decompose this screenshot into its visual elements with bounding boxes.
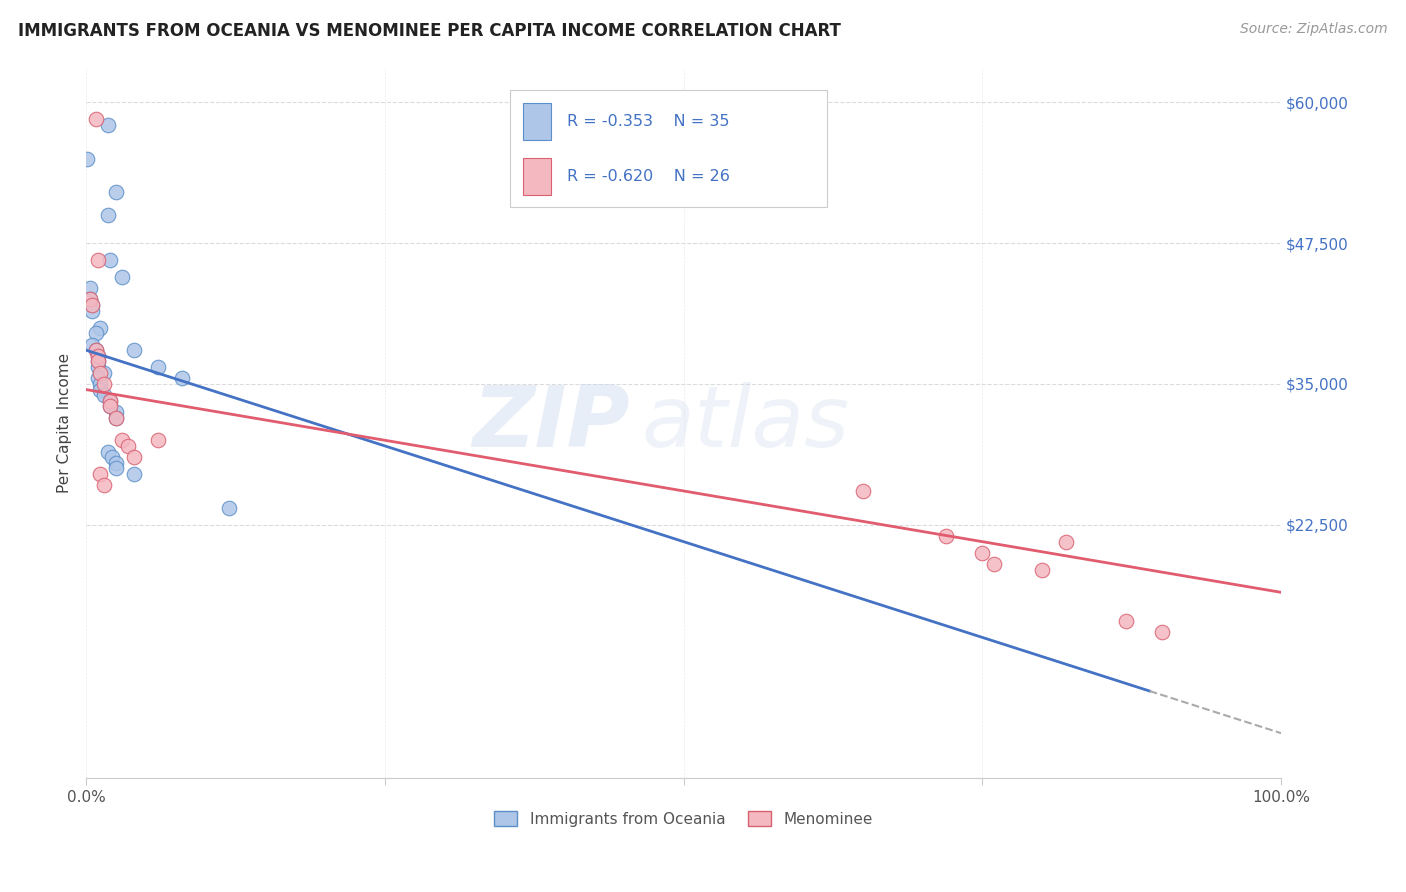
Point — [97, 118, 120, 132]
Point — [84, 112, 107, 127]
Point — [87, 354, 110, 368]
Point — [93, 376, 115, 391]
Point — [98, 400, 121, 414]
Point — [93, 366, 115, 380]
Point — [104, 410, 127, 425]
Text: atlas: atlas — [641, 382, 849, 465]
Point — [122, 467, 145, 481]
Point — [89, 376, 111, 391]
Point — [1054, 534, 1077, 549]
Point — [79, 293, 101, 307]
Point — [146, 359, 169, 374]
Point — [170, 371, 193, 385]
Point — [935, 529, 957, 543]
Point — [101, 450, 124, 465]
Point — [104, 405, 127, 419]
Point — [104, 186, 127, 200]
Point — [89, 467, 111, 481]
Point — [87, 349, 110, 363]
Point — [972, 546, 994, 560]
Point — [1115, 614, 1137, 628]
Point — [80, 298, 103, 312]
Point — [87, 253, 110, 268]
Point — [111, 434, 134, 448]
Point — [111, 269, 134, 284]
Point — [146, 434, 169, 448]
Point — [84, 343, 107, 358]
Point — [97, 208, 120, 222]
Y-axis label: Per Capita Income: Per Capita Income — [58, 353, 72, 493]
Legend: Immigrants from Oceania, Menominee: Immigrants from Oceania, Menominee — [486, 803, 880, 834]
Point — [1031, 563, 1053, 577]
Point — [98, 393, 121, 408]
Point — [104, 461, 127, 475]
Point — [1150, 624, 1173, 639]
Point — [87, 359, 110, 374]
Point — [87, 371, 110, 385]
Point — [104, 456, 127, 470]
Point — [852, 483, 875, 498]
Point — [93, 478, 115, 492]
Point — [80, 298, 103, 312]
Point — [93, 388, 115, 402]
Point — [87, 354, 110, 368]
Point — [79, 281, 101, 295]
Point — [97, 444, 120, 458]
Point — [122, 343, 145, 358]
Point — [98, 253, 121, 268]
Text: IMMIGRANTS FROM OCEANIA VS MENOMINEE PER CAPITA INCOME CORRELATION CHART: IMMIGRANTS FROM OCEANIA VS MENOMINEE PER… — [18, 22, 841, 40]
Point — [117, 439, 139, 453]
Point — [983, 557, 1005, 571]
Point — [87, 349, 110, 363]
Point — [80, 303, 103, 318]
Point — [80, 337, 103, 351]
Point — [98, 400, 121, 414]
Point — [98, 393, 121, 408]
Point — [84, 343, 107, 358]
Point — [122, 450, 145, 465]
Point — [84, 326, 107, 341]
Point — [218, 500, 240, 515]
Point — [89, 320, 111, 334]
Point — [104, 410, 127, 425]
Text: Source: ZipAtlas.com: Source: ZipAtlas.com — [1240, 22, 1388, 37]
Point — [79, 293, 101, 307]
Point — [76, 152, 98, 166]
Text: ZIP: ZIP — [472, 382, 630, 465]
Point — [89, 383, 111, 397]
Point — [89, 366, 111, 380]
